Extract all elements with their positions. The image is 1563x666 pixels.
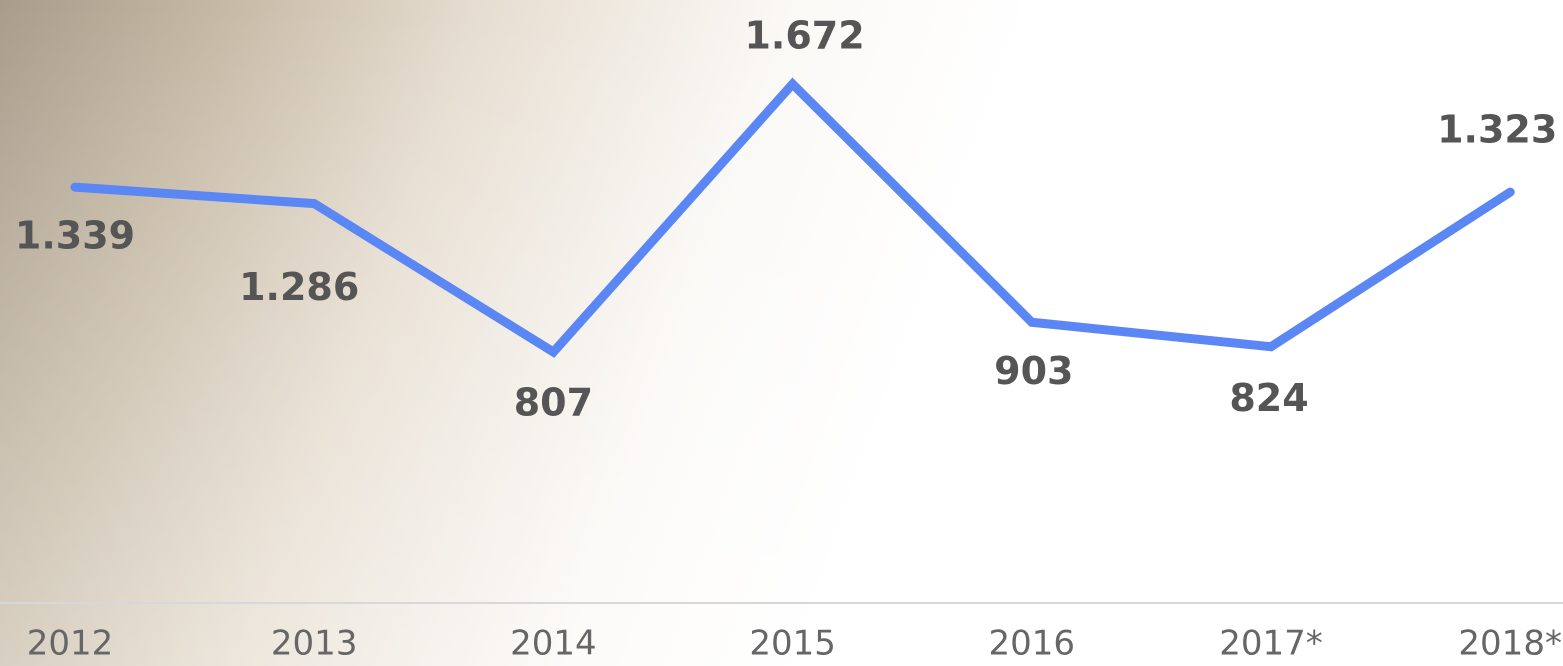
x-tick-label: 2013	[271, 624, 358, 664]
x-tick-label: 2017*	[1219, 624, 1323, 664]
x-tick-label: 2015	[749, 624, 836, 664]
value-label: 1.672	[744, 14, 864, 58]
value-label: 1.323	[1437, 108, 1557, 152]
x-tick-label: 2018*	[1458, 624, 1562, 664]
x-tick-label: 2016	[989, 624, 1076, 664]
value-label: 1.339	[15, 214, 135, 258]
value-label: 824	[1229, 376, 1308, 420]
value-label: 1.286	[239, 265, 359, 309]
x-tick-label: 2012	[27, 624, 114, 664]
x-tick-label: 2014	[510, 624, 597, 664]
value-label: 903	[994, 349, 1073, 393]
value-label: 807	[514, 381, 593, 425]
data-line	[70, 77, 1515, 358]
